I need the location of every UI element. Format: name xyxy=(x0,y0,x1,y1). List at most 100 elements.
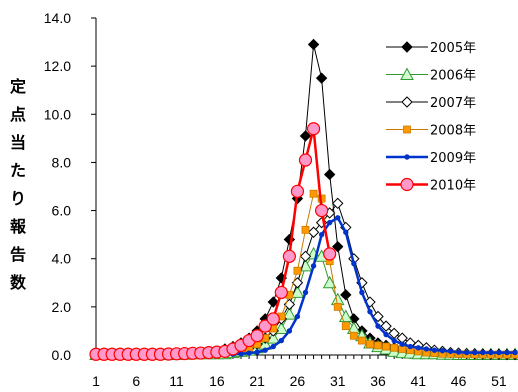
legend-item: 2007年 xyxy=(386,96,476,111)
legend-label: 2006年 xyxy=(430,69,476,84)
data-point xyxy=(294,313,301,320)
data-point xyxy=(238,351,244,357)
legend-item: 2006年 xyxy=(386,67,476,84)
x-tick-labels: 1 6 11 16 21 26 31 36 41 46 51 xyxy=(92,355,516,389)
data-point xyxy=(504,349,510,356)
data-point xyxy=(366,340,374,349)
series-1 xyxy=(90,38,518,361)
series-layer xyxy=(89,38,518,361)
x-tick-label: 6 xyxy=(132,373,140,389)
data-point xyxy=(403,125,411,134)
data-point xyxy=(496,349,502,356)
data-point xyxy=(323,247,337,261)
data-point xyxy=(358,336,366,345)
data-point xyxy=(299,130,312,142)
data-point xyxy=(310,263,317,269)
x-tick-label: 1 xyxy=(92,373,100,389)
data-point xyxy=(250,329,264,343)
data-point xyxy=(382,342,390,351)
data-point xyxy=(306,122,321,136)
data-point xyxy=(359,289,365,296)
data-point xyxy=(399,341,405,347)
legend-item: 2005年 xyxy=(386,41,476,56)
data-point xyxy=(290,184,305,198)
data-point xyxy=(383,331,389,338)
legend-item: 2008年 xyxy=(386,124,476,139)
data-point xyxy=(315,203,329,218)
y-axis-title: 定点当たり報告数 xyxy=(9,77,27,292)
data-point xyxy=(390,343,399,352)
x-tick-label: 16 xyxy=(209,373,225,389)
x-tick-label: 26 xyxy=(290,373,306,389)
y-tick-labels: 0.0 2.0 4.0 6.0 8.0 10.0 12.0 14.0 xyxy=(44,10,96,363)
data-point xyxy=(315,72,328,84)
series-line xyxy=(96,216,515,356)
data-point xyxy=(333,302,342,311)
legend: 2005年 2006年 2007年 2008年 2009年 2010年 xyxy=(386,41,476,194)
data-point xyxy=(322,275,337,289)
x-tick-label: 46 xyxy=(451,373,467,389)
data-point xyxy=(391,337,397,344)
legend-label: 2010年 xyxy=(430,179,476,194)
legend-label: 2008年 xyxy=(430,124,476,139)
data-point xyxy=(286,328,293,334)
data-point xyxy=(423,346,430,352)
data-point xyxy=(307,38,320,51)
data-point xyxy=(400,67,414,80)
y-tick-label: 6.0 xyxy=(52,203,72,219)
data-point xyxy=(302,289,309,296)
series-5 xyxy=(93,215,518,358)
data-point xyxy=(341,322,350,331)
legend-label: 2009年 xyxy=(430,151,476,166)
x-tick-label: 11 xyxy=(169,373,184,389)
data-point xyxy=(349,331,358,340)
data-point xyxy=(401,96,413,108)
data-point xyxy=(274,285,288,300)
data-point xyxy=(262,347,268,353)
data-point xyxy=(299,250,312,263)
data-point xyxy=(372,310,384,323)
data-point xyxy=(282,307,297,320)
legend-label: 2005年 xyxy=(430,41,476,56)
y-axis-label: 定点当たり報告数 xyxy=(9,77,27,292)
data-point xyxy=(335,215,341,221)
series-6 xyxy=(89,122,337,361)
data-point xyxy=(375,323,381,329)
series-line xyxy=(96,192,515,356)
data-point xyxy=(309,189,318,198)
data-point xyxy=(307,226,320,238)
legend-item: 2009年 xyxy=(386,151,476,166)
data-point xyxy=(455,349,462,355)
x-tick-label: 21 xyxy=(249,373,265,389)
y-tick-label: 12.0 xyxy=(44,58,71,74)
data-point xyxy=(323,168,336,181)
y-tick-label: 4.0 xyxy=(52,251,72,267)
data-point xyxy=(267,296,279,308)
y-tick-label: 8.0 xyxy=(52,154,72,170)
x-tick-label: 31 xyxy=(330,373,346,389)
data-point xyxy=(282,249,296,263)
data-point xyxy=(415,345,422,351)
data-point xyxy=(374,341,382,350)
data-point xyxy=(480,349,486,356)
data-point xyxy=(407,343,413,350)
data-point xyxy=(404,154,410,160)
legend-item: 2010年 xyxy=(386,177,476,194)
data-point xyxy=(512,349,518,356)
data-point xyxy=(270,343,276,350)
legend-label: 2007年 xyxy=(430,96,476,111)
data-point xyxy=(367,308,373,315)
data-point xyxy=(401,41,413,53)
series-2 xyxy=(89,246,518,361)
series-3 xyxy=(90,197,518,361)
data-point xyxy=(254,349,260,355)
y-tick-label: 10.0 xyxy=(44,106,71,122)
x-tick-label: 41 xyxy=(411,373,427,389)
y-tick-label: 2.0 xyxy=(52,299,72,315)
data-point xyxy=(431,347,438,353)
x-tick-label: 36 xyxy=(370,373,386,389)
data-point xyxy=(332,197,344,210)
data-point xyxy=(447,348,454,355)
data-point xyxy=(472,349,478,356)
data-point xyxy=(351,260,357,267)
